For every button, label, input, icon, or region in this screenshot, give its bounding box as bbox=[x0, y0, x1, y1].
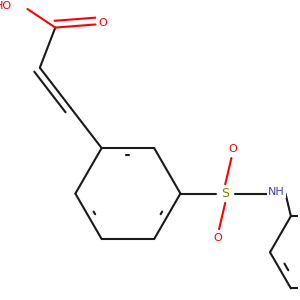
Text: S: S bbox=[221, 187, 229, 200]
Text: O: O bbox=[99, 18, 108, 28]
Text: HO: HO bbox=[0, 1, 12, 11]
Text: O: O bbox=[213, 233, 222, 243]
Text: O: O bbox=[229, 144, 237, 154]
Text: NH: NH bbox=[268, 187, 285, 197]
